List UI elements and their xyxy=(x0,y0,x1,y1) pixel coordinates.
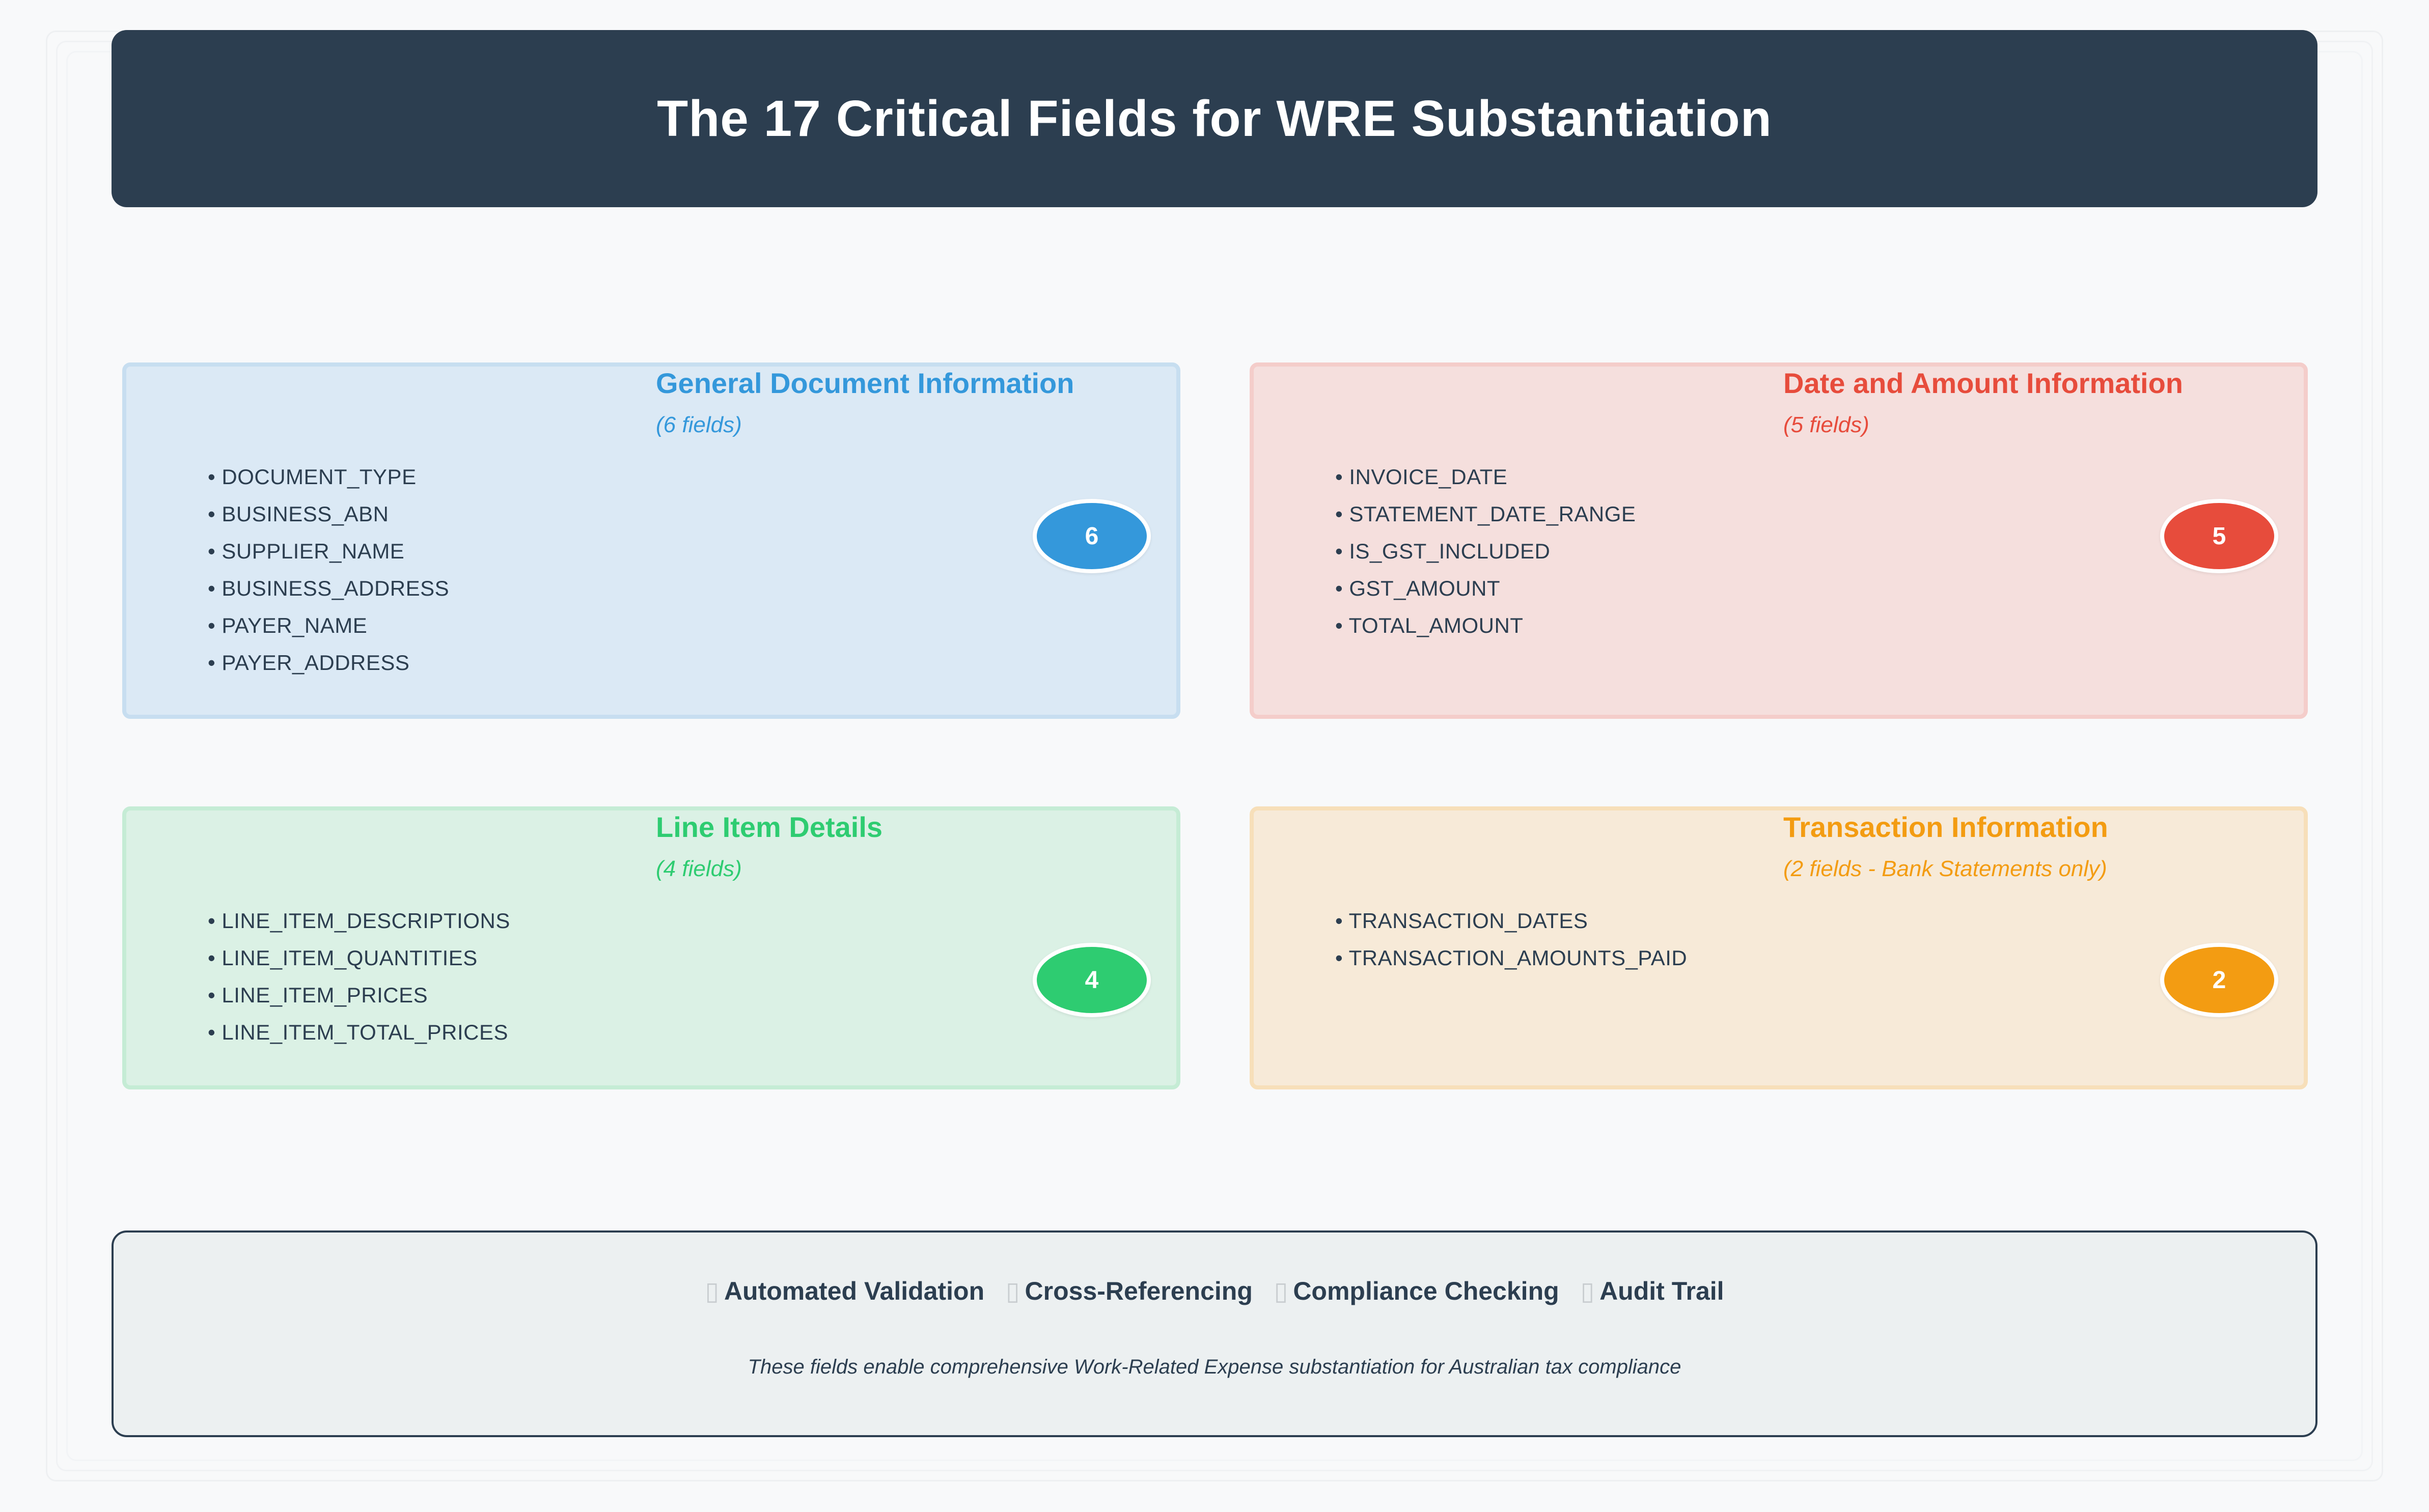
count-badge: 6 xyxy=(1033,499,1151,573)
count-badge: 2 xyxy=(2160,943,2278,1017)
check-icon: ▯ xyxy=(1580,1277,1595,1305)
category-title: Line Item Details xyxy=(656,811,883,843)
feature-label: Compliance Checking xyxy=(1293,1277,1559,1305)
check-icon: ▯ xyxy=(1274,1277,1288,1305)
feature-label: Cross-Referencing xyxy=(1025,1277,1253,1305)
count-badge: 5 xyxy=(2160,499,2278,573)
field-item: • PAYER_NAME xyxy=(208,613,368,637)
feature-item: ▯ Cross-Referencing xyxy=(1006,1276,1253,1306)
category-card-transaction: Transaction Information (2 fields - Bank… xyxy=(1250,806,2308,1089)
check-icon: ▯ xyxy=(1006,1277,1020,1305)
field-item: • LINE_ITEM_TOTAL_PRICES xyxy=(208,1020,508,1044)
field-list: • TRANSACTION_DATES • TRANSACTION_AMOUNT… xyxy=(1335,902,1687,976)
field-item: • TRANSACTION_AMOUNTS_PAID xyxy=(1335,946,1688,970)
feature-label: Audit Trail xyxy=(1599,1277,1724,1305)
field-item: • LINE_ITEM_DESCRIPTIONS xyxy=(208,909,510,933)
feature-label: Automated Validation xyxy=(724,1277,985,1305)
field-list: • DOCUMENT_TYPE • BUSINESS_ABN • SUPPLIE… xyxy=(208,458,449,681)
field-item: • BUSINESS_ADDRESS xyxy=(208,576,450,600)
category-field-count-label: (6 fields) xyxy=(656,412,742,437)
category-field-count-label: (4 fields) xyxy=(656,856,742,881)
footer-panel: ▯ Automated Validation ▯ Cross-Referencing… xyxy=(112,1230,2317,1437)
feature-item: ▯ Audit Trail xyxy=(1581,1276,1724,1306)
field-item: • GST_AMOUNT xyxy=(1335,576,1501,600)
field-item: • BUSINESS_ABN xyxy=(208,502,389,526)
category-field-count-label: (5 fields) xyxy=(1783,412,1869,437)
field-list: • INVOICE_DATE • STATEMENT_DATE_RANGE • … xyxy=(1335,458,1636,644)
field-item: • TRANSACTION_DATES xyxy=(1335,909,1588,933)
page-title: The 17 Critical Fields for WRE Substanti… xyxy=(657,90,1772,147)
category-title: General Document Information xyxy=(656,367,1074,399)
feature-item: ▯ Automated Validation xyxy=(705,1276,984,1306)
field-item: • PAYER_ADDRESS xyxy=(208,651,410,675)
category-card-general-document: General Document Information (6 fields) … xyxy=(122,362,1180,719)
field-item: • IS_GST_INCLUDED xyxy=(1335,539,1551,563)
field-item: • LINE_ITEM_QUANTITIES xyxy=(208,946,478,970)
category-title: Date and Amount Information xyxy=(1783,367,2184,399)
count-badge: 4 xyxy=(1033,943,1151,1017)
field-item: • LINE_ITEM_PRICES xyxy=(208,983,428,1007)
field-list: • LINE_ITEM_DESCRIPTIONS • LINE_ITEM_QUA… xyxy=(208,902,510,1051)
footer-note: These fields enable comprehensive Work-R… xyxy=(748,1356,1681,1378)
category-field-count-label: (2 fields - Bank Statements only) xyxy=(1783,856,2107,881)
feature-item: ▯ Compliance Checking xyxy=(1274,1276,1559,1306)
check-icon: ▯ xyxy=(705,1277,719,1305)
feature-list: ▯ Automated Validation ▯ Cross-Referencing… xyxy=(114,1276,2315,1306)
category-title: Transaction Information xyxy=(1783,811,2108,843)
field-item: • SUPPLIER_NAME xyxy=(208,539,405,563)
category-card-date-amount: Date and Amount Information (5 fields) •… xyxy=(1250,362,2308,719)
field-item: • INVOICE_DATE xyxy=(1335,465,1508,489)
field-item: • STATEMENT_DATE_RANGE xyxy=(1335,502,1636,526)
field-item: • TOTAL_AMOUNT xyxy=(1335,613,1524,637)
category-card-line-items: Line Item Details (4 fields) • LINE_ITEM… xyxy=(122,806,1180,1089)
field-item: • DOCUMENT_TYPE xyxy=(208,465,417,489)
header-banner: The 17 Critical Fields for WRE Substanti… xyxy=(112,30,2317,207)
